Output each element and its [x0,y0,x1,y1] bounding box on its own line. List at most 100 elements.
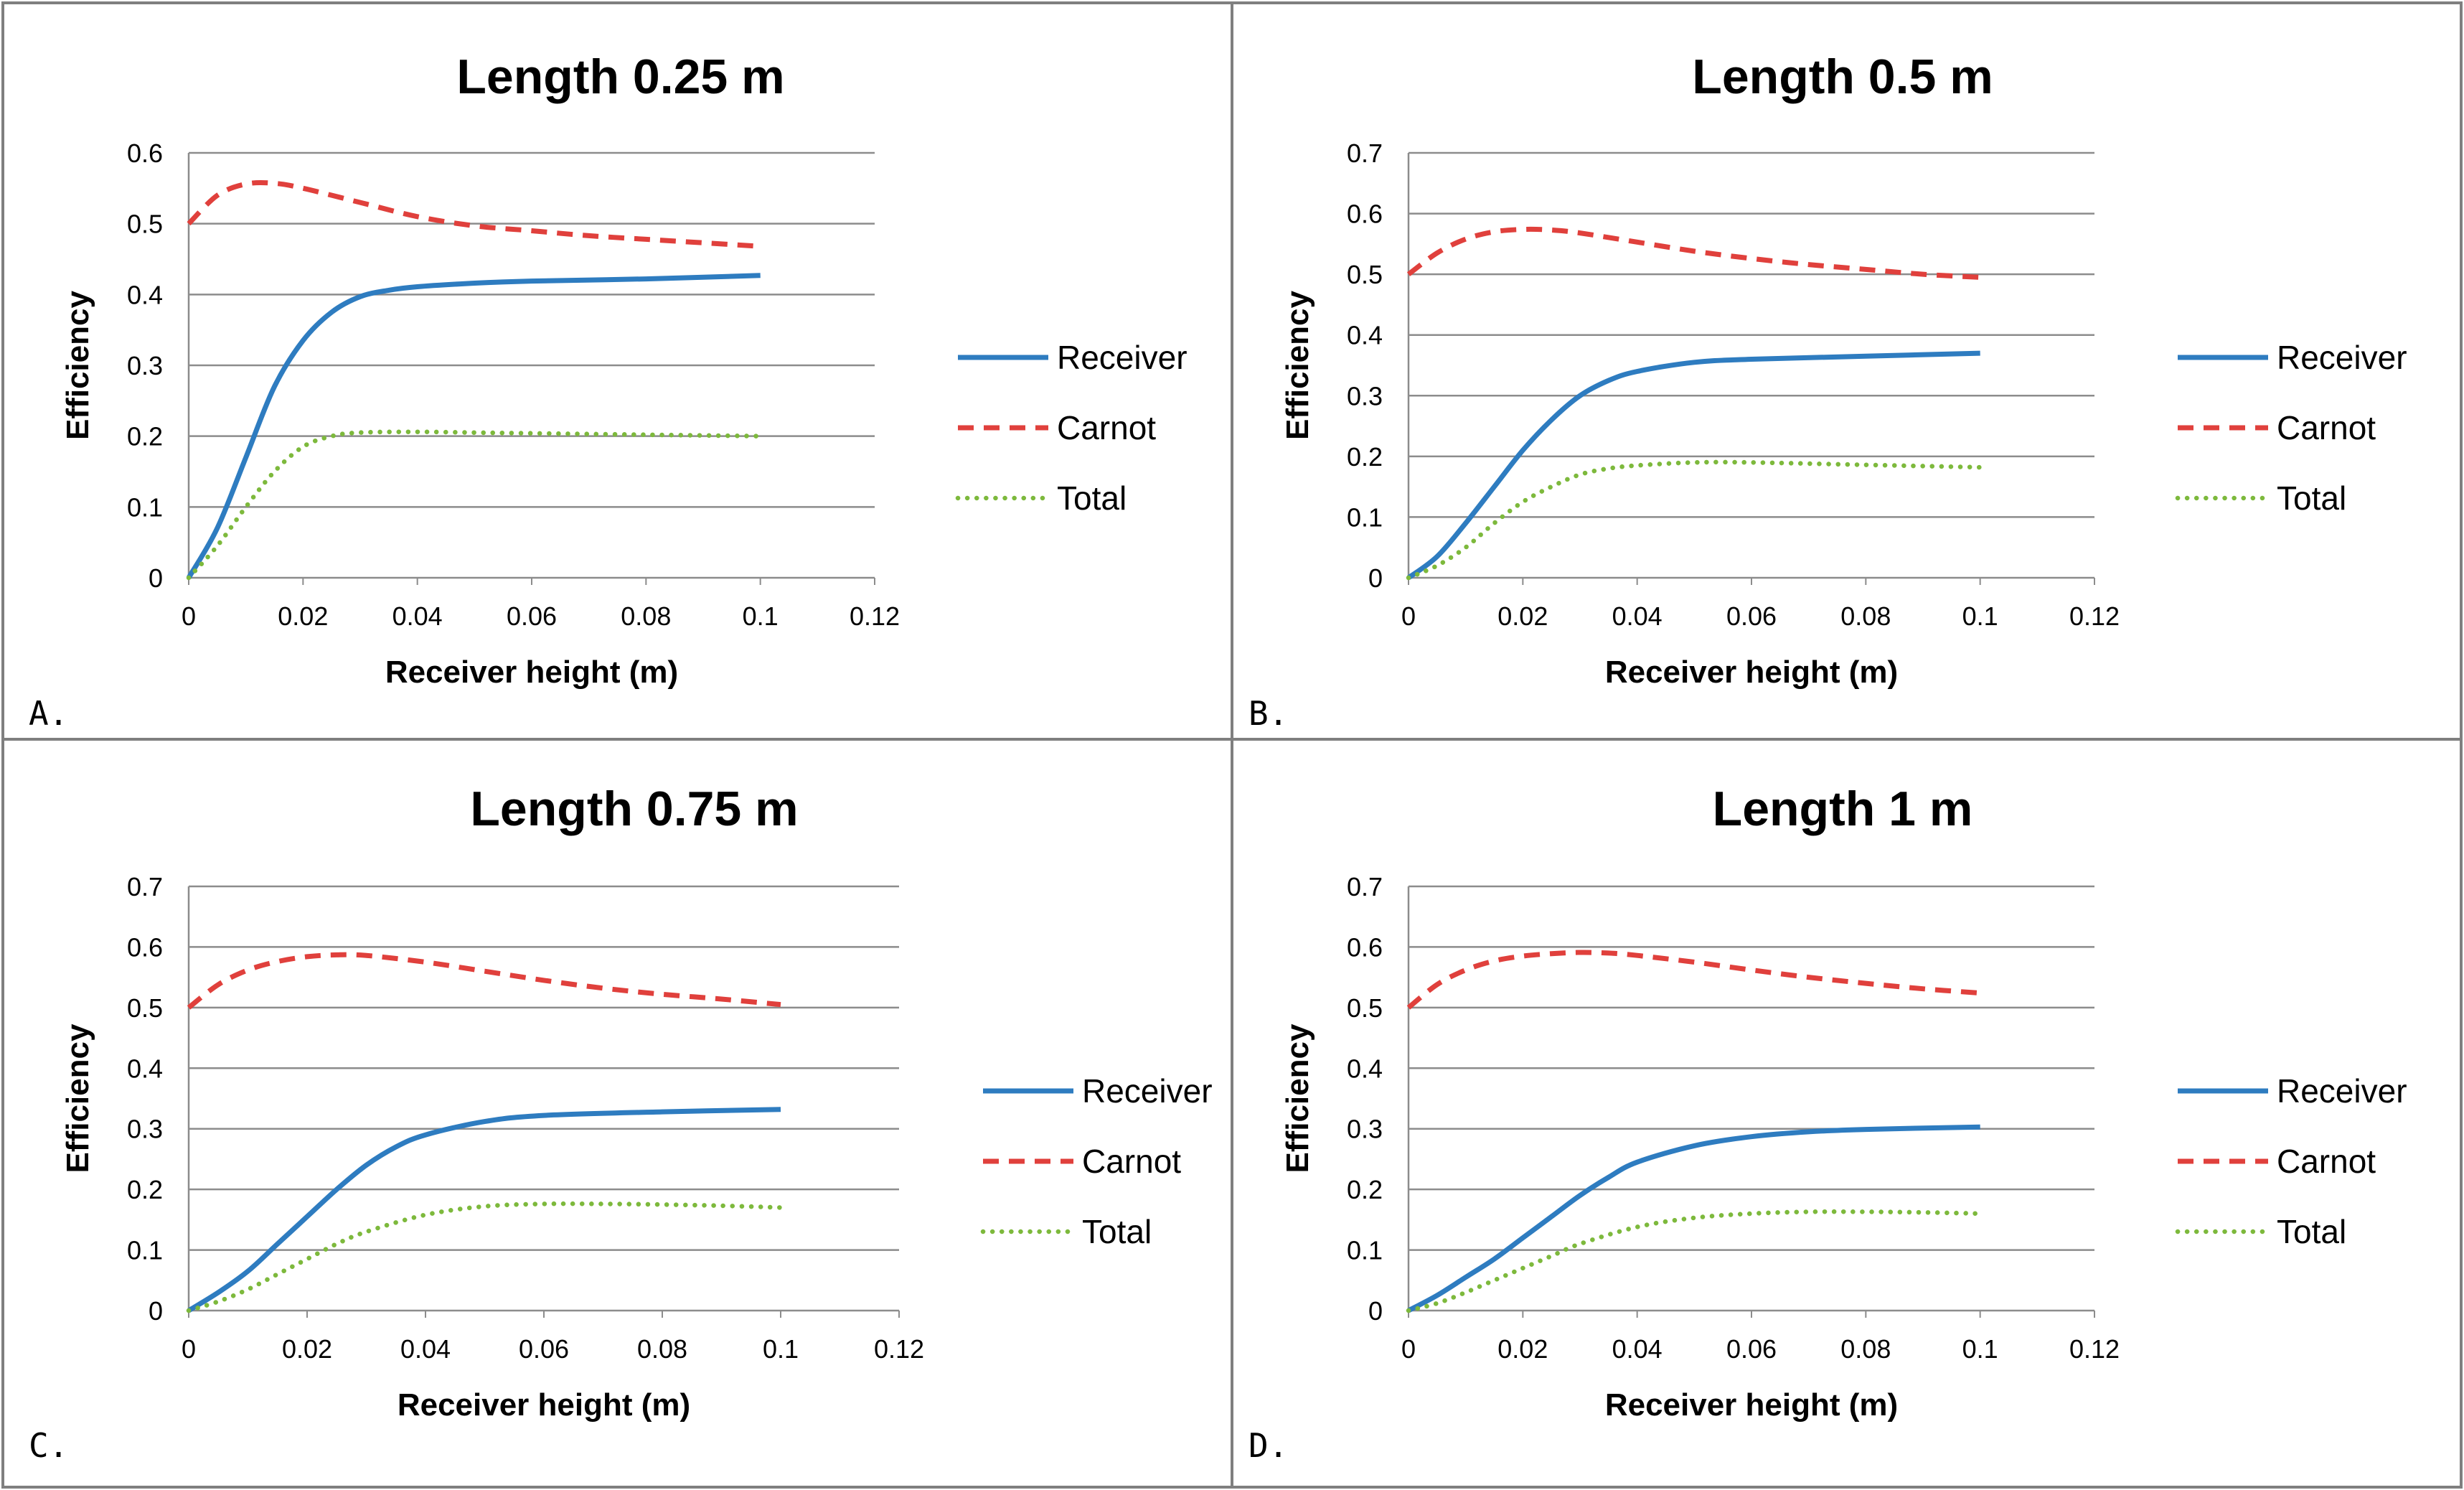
y-axis-label: Efficiency [60,291,95,440]
legend-label-total: Total [2277,1213,2346,1250]
x-tick-label: 0.12 [850,601,900,631]
legend-label-receiver: Receiver [2277,1072,2407,1110]
y-tick-label: 0.5 [1347,993,1383,1023]
y-tick-label: 0.3 [1347,381,1383,411]
y-tick-label: 0.7 [1347,872,1383,901]
legend-label-carnot: Carnot [2277,1143,2376,1180]
y-tick-label: 0 [149,563,163,593]
y-tick-label: 0.1 [127,1236,163,1265]
series-line-total [186,1201,784,1313]
x-tick-label: 0.1 [1962,1334,1998,1364]
y-axis-label: Efficiency [1280,291,1315,440]
chart-title: Length 0.5 m [1692,50,1993,104]
x-tick-label: 0.06 [1726,601,1777,631]
x-tick-label: 0.02 [282,1334,332,1364]
series-line-carnot [187,179,761,249]
x-tick-label: 0 [182,601,196,631]
legend-label-carnot: Carnot [1082,1143,1181,1180]
legend-label-total: Total [2277,479,2346,517]
x-tick-label: 0.08 [637,1334,687,1364]
x-tick-label: 0 [1401,601,1416,631]
x-tick-label: 0.06 [507,601,557,631]
y-tick-label: 0.5 [1347,260,1383,289]
y-tick-label: 0.5 [127,210,163,239]
chart-panel-3: Length 0.75 m 0 0.1 0.2 0.3 0.4 0.5 0.6 0.7 0 0.02… [29,782,1213,1465]
chart-title: Length 1 m [1713,782,1973,836]
y-tick-label: 0.4 [1347,321,1383,350]
legend-label-total: Total [1057,479,1127,517]
x-tick-label: 0.1 [743,601,779,631]
y-tick-label: 0.1 [1347,1236,1383,1265]
chart-title: Length 0.75 m [470,782,798,836]
x-tick-label: 0.04 [1612,1334,1663,1364]
legend-label-total: Total [1082,1213,1152,1250]
legend-label-receiver: Receiver [1082,1072,1213,1110]
series-line-receiver [1407,1124,1980,1313]
x-tick-label: 0.08 [1840,601,1891,631]
chart-title: Length 0.25 m [456,50,784,104]
x-tick-label: 0.12 [874,1334,924,1364]
y-axis-label: Efficiency [1280,1023,1315,1173]
y-tick-label: 0.3 [127,351,163,380]
series-line-receiver [186,273,761,579]
x-tick-label: 0.12 [2069,601,2120,631]
series-line-carnot [1406,226,1980,280]
y-tick-label: 0.2 [1347,1175,1383,1204]
y-tick-label: 0.6 [1347,200,1383,229]
y-tick-label: 0.5 [127,993,163,1023]
x-tick-label: 0.02 [1497,1334,1548,1364]
x-axis-label: Receiver height (m) [1605,655,1898,690]
chart-panel-1: Length 0.25 m 0 0.1 0.2 0.3 0.4 0.5 0.6 0 0.02 0.0… [29,50,1188,733]
panel-letter: D. [1249,1426,1288,1465]
x-tick-label: 0.02 [278,601,328,631]
y-tick-label: 0.2 [127,1175,163,1204]
x-tick-label: 0.1 [763,1334,799,1364]
y-tick-label: 0.2 [127,422,163,451]
y-tick-label: 0.2 [1347,442,1383,472]
chart-panel-2: Length 0.5 m 0 0.1 0.2 0.3 0.4 0.5 0.6 0.7 0 0.02 0… [1249,50,2407,733]
panel-letter: A. [29,694,68,733]
chart-panel-4: Length 1 m 0 0.1 0.2 0.3 0.4 0.5 0.6 0.7 0 0.02 0.0… [1249,782,2407,1465]
y-tick-label: 0 [1368,563,1383,593]
x-tick-label: 0.04 [400,1334,451,1364]
y-tick-label: 0.6 [127,139,163,168]
x-tick-label: 0.04 [1612,601,1663,631]
x-tick-label: 0 [1401,1334,1416,1364]
x-tick-label: 0.02 [1497,601,1548,631]
x-tick-label: 0.12 [2069,1334,2120,1364]
legend-label-carnot: Carnot [1057,409,1156,446]
series-line-carnot [1406,950,1980,1010]
legend-label-receiver: Receiver [2277,339,2407,376]
series-line-carnot [187,952,781,1010]
legend-label-carnot: Carnot [2277,409,2376,446]
y-tick-label: 0.1 [1347,502,1383,532]
series-line-total [1406,1209,1983,1313]
y-tick-label: 0.6 [1347,932,1383,962]
y-tick-label: 0 [1368,1296,1383,1326]
y-tick-label: 0.4 [1347,1054,1383,1083]
x-tick-label: 0.06 [1726,1334,1777,1364]
legend-label-receiver: Receiver [1057,339,1188,376]
series-line-total [1406,459,1983,581]
panel-letter: C. [29,1426,68,1465]
y-tick-label: 0.3 [127,1115,163,1144]
y-tick-label: 0.4 [127,1054,163,1083]
x-tick-label: 0.08 [1840,1334,1891,1364]
x-axis-label: Receiver height (m) [1605,1387,1898,1423]
y-axis-label: Efficiency [60,1023,95,1173]
x-tick-label: 0.1 [1962,601,1998,631]
x-axis-label: Receiver height (m) [398,1387,690,1423]
x-tick-label: 0 [182,1334,196,1364]
y-tick-label: 0.3 [1347,1115,1383,1144]
series-line-total [186,429,763,581]
y-tick-label: 0.4 [127,280,163,309]
x-tick-label: 0.06 [519,1334,569,1364]
x-tick-label: 0.04 [392,601,443,631]
y-tick-label: 0.6 [127,932,163,962]
x-tick-label: 0.08 [621,601,671,631]
series-line-receiver [1406,350,1980,580]
series-line-receiver [187,1107,781,1313]
y-tick-label: 0 [149,1296,163,1326]
